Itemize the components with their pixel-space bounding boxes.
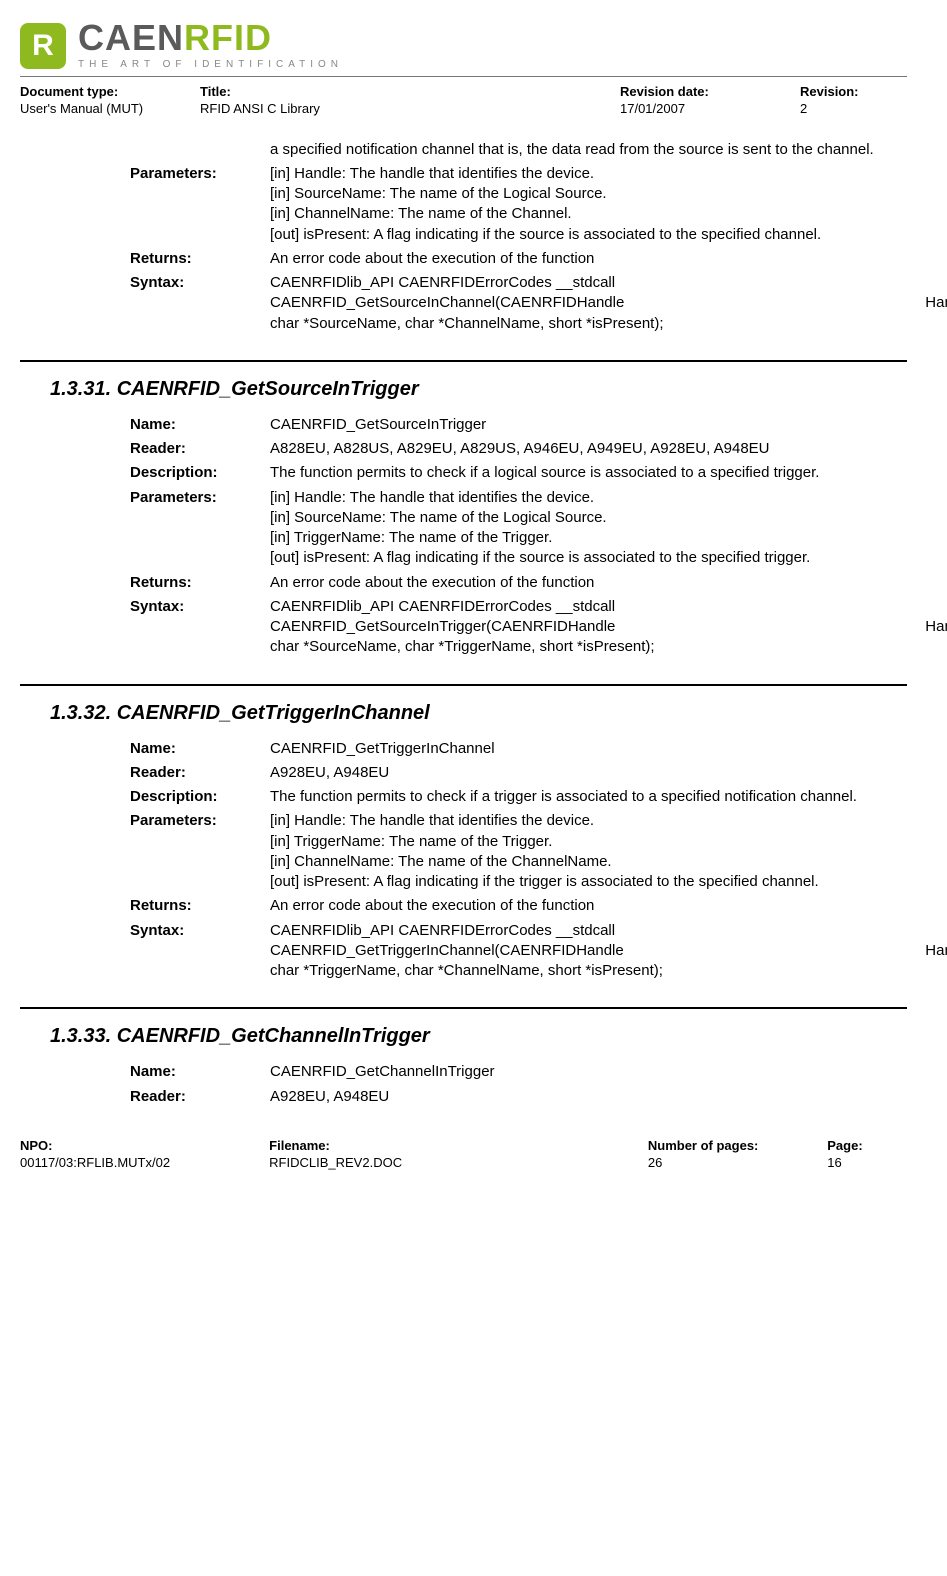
syntax-label: Syntax:: [130, 273, 270, 338]
syntax-line: CAENRFID_GetSourceInTrigger(CAENRFIDHand…: [270, 617, 947, 637]
syntax-label: Syntax:: [130, 597, 270, 662]
doc-meta-row: Document type: User's Manual (MUT) Title…: [20, 83, 907, 118]
npo-value: 00117/03:RFLIB.MUTx/02: [20, 1154, 269, 1172]
logo-text: CAENRFID THE ART OF IDENTIFICATION: [78, 20, 343, 72]
param-line: [in] Handle: The handle that identifies …: [270, 164, 947, 184]
returns-label: Returns:: [130, 573, 270, 597]
params-label: Parameters:: [130, 164, 270, 249]
reader-value: A928EU, A948EU: [270, 763, 947, 787]
param-line: [in] ChannelName: The name of the Channe…: [270, 852, 947, 872]
returns-label: Returns:: [130, 249, 270, 273]
param-line: [out] isPresent: A flag indicating if th…: [270, 548, 947, 568]
desc-value: The function permits to check if a trigg…: [270, 787, 947, 811]
logo-rfid: RFID: [184, 17, 272, 58]
reader-label: Reader:: [130, 763, 270, 787]
section-heading-1-3-31: 1.3.31. CAENRFID_GetSourceInTrigger: [50, 376, 907, 403]
section-divider: [20, 684, 907, 686]
logo-main: CAENRFID: [78, 20, 343, 56]
file-label: Filename:: [269, 1137, 648, 1155]
syntax-part: CAENRFID_GetSourceInChannel(CAENRFIDHand…: [270, 294, 624, 311]
numpages-label: Number of pages:: [648, 1137, 827, 1155]
returns-value: An error code about the execution of the…: [270, 896, 947, 920]
logo-tagline: THE ART OF IDENTIFICATION: [78, 58, 343, 72]
syntax-part: Handle,: [925, 294, 947, 311]
syntax-line: CAENRFID_GetTriggerInChannel(CAENRFIDHan…: [270, 941, 947, 961]
reader-value: A828EU, A828US, A829EU, A829US, A946EU, …: [270, 439, 947, 463]
desc-continuation: a specified notification channel that is…: [270, 140, 947, 164]
syntax-line: CAENRFIDlib_API CAENRFIDErrorCodes __std…: [270, 597, 947, 617]
name-label: Name:: [130, 739, 270, 763]
section-1-3-33: Name:CAENRFID_GetChannelInTrigger Reader…: [130, 1062, 947, 1111]
syntax-label: Syntax:: [130, 921, 270, 986]
section-1-3-32: Name:CAENRFID_GetTriggerInChannel Reader…: [130, 739, 947, 986]
syntax-part: CAENRFID_GetSourceInTrigger(CAENRFIDHand…: [270, 618, 615, 635]
section-divider: [20, 1007, 907, 1009]
desc-label: Description:: [130, 463, 270, 487]
reader-value: A928EU, A948EU: [270, 1087, 947, 1111]
section-heading-1-3-33: 1.3.33. CAENRFID_GetChannelInTrigger: [50, 1023, 907, 1050]
doc-title-value: RFID ANSI C Library: [200, 100, 620, 118]
doc-title-label: Title:: [200, 83, 620, 101]
file-value: RFIDCLIB_REV2.DOC: [269, 1154, 648, 1172]
rev-date-value: 17/01/2007: [620, 100, 800, 118]
returns-value: An error code about the execution of the…: [270, 573, 947, 597]
syntax-part: Handle,: [925, 942, 947, 959]
numpages-value: 26: [648, 1154, 827, 1172]
param-line: [in] Handle: The handle that identifies …: [270, 488, 947, 508]
params-label: Parameters:: [130, 811, 270, 896]
rev-label: Revision:: [800, 83, 900, 101]
name-label: Name:: [130, 1062, 270, 1086]
doc-type-value: User's Manual (MUT): [20, 100, 200, 118]
param-line: [out] isPresent: A flag indicating if th…: [270, 225, 947, 245]
syntax-line: CAENRFIDlib_API CAENRFIDErrorCodes __std…: [270, 273, 947, 293]
param-line: [out] isPresent: A flag indicating if th…: [270, 872, 947, 892]
logo-badge-icon: R: [20, 23, 66, 69]
name-label: Name:: [130, 415, 270, 439]
name-value: CAENRFID_GetSourceInTrigger: [270, 415, 947, 439]
page-label: Page:: [827, 1137, 907, 1155]
section-divider: [20, 360, 907, 362]
reader-label: Reader:: [130, 1087, 270, 1111]
param-line: [in] TriggerName: The name of the Trigge…: [270, 528, 947, 548]
name-value: CAENRFID_GetChannelInTrigger: [270, 1062, 947, 1086]
doc-type-label: Document type:: [20, 83, 200, 101]
page-footer: NPO: 00117/03:RFLIB.MUTx/02 Filename: RF…: [20, 1137, 907, 1172]
section-top: a specified notification channel that is…: [130, 140, 947, 338]
syntax-line: char *TriggerName, char *ChannelName, sh…: [270, 961, 947, 981]
rev-date-label: Revision date:: [620, 83, 800, 101]
rev-value: 2: [800, 100, 900, 118]
param-line: [in] ChannelName: The name of the Channe…: [270, 204, 947, 224]
name-value: CAENRFID_GetTriggerInChannel: [270, 739, 947, 763]
param-line: [in] Handle: The handle that identifies …: [270, 811, 947, 831]
reader-label: Reader:: [130, 439, 270, 463]
section-1-3-31: Name:CAENRFID_GetSourceInTrigger Reader:…: [130, 415, 947, 662]
param-line: [in] TriggerName: The name of the Trigge…: [270, 832, 947, 852]
logo-caen: CAEN: [78, 17, 184, 58]
desc-value: The function permits to check if a logic…: [270, 463, 947, 487]
section-heading-1-3-32: 1.3.32. CAENRFID_GetTriggerInChannel: [50, 700, 907, 727]
desc-label: Description:: [130, 787, 270, 811]
param-line: [in] SourceName: The name of the Logical…: [270, 508, 947, 528]
syntax-line: CAENRFID_GetSourceInChannel(CAENRFIDHand…: [270, 293, 947, 313]
syntax-line: char *SourceName, char *TriggerName, sho…: [270, 637, 947, 657]
returns-label: Returns:: [130, 896, 270, 920]
page-header: R CAENRFID THE ART OF IDENTIFICATION: [20, 20, 907, 77]
syntax-part: CAENRFID_GetTriggerInChannel(CAENRFIDHan…: [270, 942, 624, 959]
syntax-line: char *SourceName, char *ChannelName, sho…: [270, 314, 947, 334]
params-label: Parameters:: [130, 488, 270, 573]
param-line: [in] SourceName: The name of the Logical…: [270, 184, 947, 204]
syntax-line: CAENRFIDlib_API CAENRFIDErrorCodes __std…: [270, 921, 947, 941]
page-value: 16: [827, 1154, 907, 1172]
returns-value: An error code about the execution of the…: [270, 249, 947, 273]
npo-label: NPO:: [20, 1137, 269, 1155]
syntax-part: Handle,: [925, 618, 947, 635]
